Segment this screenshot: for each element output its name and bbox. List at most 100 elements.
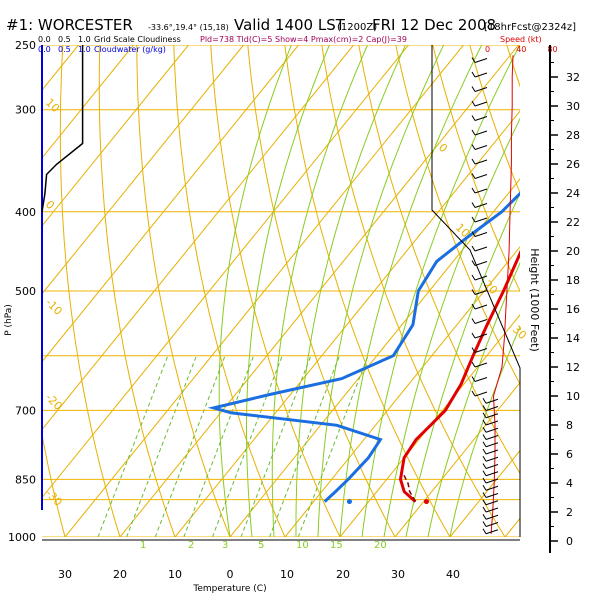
wind-barb-flag — [482, 397, 487, 404]
wind-barb-flag — [471, 318, 476, 324]
wind-barb — [485, 406, 499, 411]
wind-barb-flag — [471, 361, 476, 368]
wind-barb — [474, 188, 488, 194]
cloudiness-legend-label: Grid Scale Cloudiness — [94, 35, 181, 44]
wind-barb-flag — [471, 187, 476, 194]
mixing-ratio-label: 3 — [222, 540, 228, 551]
mixing-ratio-line — [240, 355, 312, 537]
wind-barb — [474, 333, 488, 339]
y-axis-title: P (hPa) — [4, 304, 14, 336]
moist-adiabat — [449, 325, 520, 537]
wind-barb — [485, 529, 499, 535]
wind-barb-flag — [482, 434, 487, 440]
wind-barb — [485, 478, 499, 484]
wind-barb — [474, 87, 488, 92]
mixing-ratio-label: 10 — [296, 540, 309, 551]
wind-barb-flag — [482, 477, 487, 484]
wind-speed-profile — [490, 55, 514, 534]
wind-barb — [474, 174, 488, 179]
pressure-tick-label: 850 — [15, 473, 36, 486]
wind-barb — [485, 500, 499, 506]
mixing-ratio-line — [183, 355, 255, 537]
wind-barb — [485, 507, 499, 513]
mixing-ratio-label: 5 — [258, 540, 264, 551]
station-coords: -33.6°,19.4° (15,18) — [148, 23, 229, 32]
wind-barb — [485, 398, 499, 404]
temperature-tick-label: 20 — [113, 568, 127, 581]
wind-barb-flag — [482, 470, 487, 477]
wind-barb-flag — [482, 492, 487, 498]
isotherm-line — [42, 45, 134, 159]
wind-barb-flag — [471, 260, 476, 266]
wind-panel: 0 40 80 — [471, 45, 558, 535]
mixing-ratio-label: 20 — [374, 540, 387, 551]
wind-barb-flag — [471, 332, 476, 339]
temperature-profile — [398, 249, 520, 503]
wind-barb-flag — [471, 173, 476, 179]
temperature-tick-label: 30 — [391, 568, 405, 581]
cloudwater-legend-label: Cloudwater (g/kg) — [94, 45, 166, 54]
wind-barb-flag — [482, 455, 487, 462]
height-axis-title: Height (1000 Feet) — [528, 248, 541, 352]
isotherm-line — [449, 449, 520, 537]
grid-scale-cloudiness-profile — [41, 45, 84, 212]
height-tick-label: 10 — [566, 390, 580, 403]
height-tick-label: 30 — [566, 100, 580, 113]
cloudwater-tick-label: 1.0 — [78, 45, 91, 54]
wind-barb — [485, 420, 499, 426]
wind-barb-flag — [471, 100, 476, 107]
mixing-ratio-line — [269, 355, 340, 537]
height-tick-label: 2 — [566, 506, 573, 519]
wind-barb-flag — [471, 376, 476, 382]
dry-adiabat — [469, 45, 520, 195]
wind-barb-flag — [482, 528, 487, 535]
moist-adiabat — [383, 117, 520, 537]
dry-adiabat — [432, 45, 520, 293]
cloudiness-tick-label: 0.0 — [38, 35, 51, 44]
mixing-ratio-line — [211, 355, 283, 537]
height-tick-label: 12 — [566, 361, 580, 374]
temperature-tick-label: 20 — [336, 568, 350, 581]
wind-barb-flag — [471, 303, 476, 310]
temperature-tick-label: 0 — [227, 568, 234, 581]
surface-temperature-marker — [423, 499, 429, 505]
wind-barb — [485, 435, 499, 440]
wind-barb-flag — [482, 521, 487, 527]
wind-barb — [474, 145, 488, 150]
moist-adiabat — [405, 192, 520, 537]
dry-adiabat — [42, 431, 66, 537]
wind-barb — [485, 485, 499, 491]
temperature-tick-label: 30 — [58, 568, 72, 581]
wind-barb — [474, 72, 488, 78]
wind-barb-flag — [482, 499, 487, 506]
wind-barb-flag — [482, 412, 487, 419]
wind-barb — [474, 232, 488, 237]
parcel-path — [403, 474, 417, 502]
wind-barb-flag — [471, 129, 476, 136]
temperature-tick-label: 10 — [280, 568, 294, 581]
wind-barb — [474, 275, 488, 281]
mixing-ratio-line — [297, 355, 369, 537]
wind-barb-flag — [471, 216, 476, 223]
wind-barb — [485, 456, 499, 462]
height-tick-label: 32 — [566, 71, 580, 84]
wind-barb — [474, 261, 488, 266]
wind-barb — [474, 377, 488, 382]
dry-adiabat — [395, 45, 520, 385]
wind-barb — [474, 203, 488, 208]
wind-speed-label: Speed (kt) — [500, 35, 542, 44]
wind-barb-flag — [471, 144, 476, 150]
wind-barb — [474, 116, 488, 121]
wind-barb — [474, 217, 488, 223]
wind-barb-flag — [471, 390, 476, 397]
wind-barb-flag — [482, 484, 487, 491]
height-tick-label: 22 — [566, 216, 580, 229]
height-tick-label: 24 — [566, 187, 580, 200]
mixing-ratio-label: 15 — [330, 540, 343, 551]
cloud-panel: 0.0 0.5 1.0 0.0 0.5 1.0 — [38, 35, 91, 510]
wind-barb-flag — [482, 441, 487, 448]
wind-barb — [474, 159, 488, 165]
stability-indices: Pld=738 Tld(C)=5 Show=4 Pmax(cm)=2 Cap(J… — [200, 35, 407, 44]
wind-barb — [485, 522, 499, 527]
